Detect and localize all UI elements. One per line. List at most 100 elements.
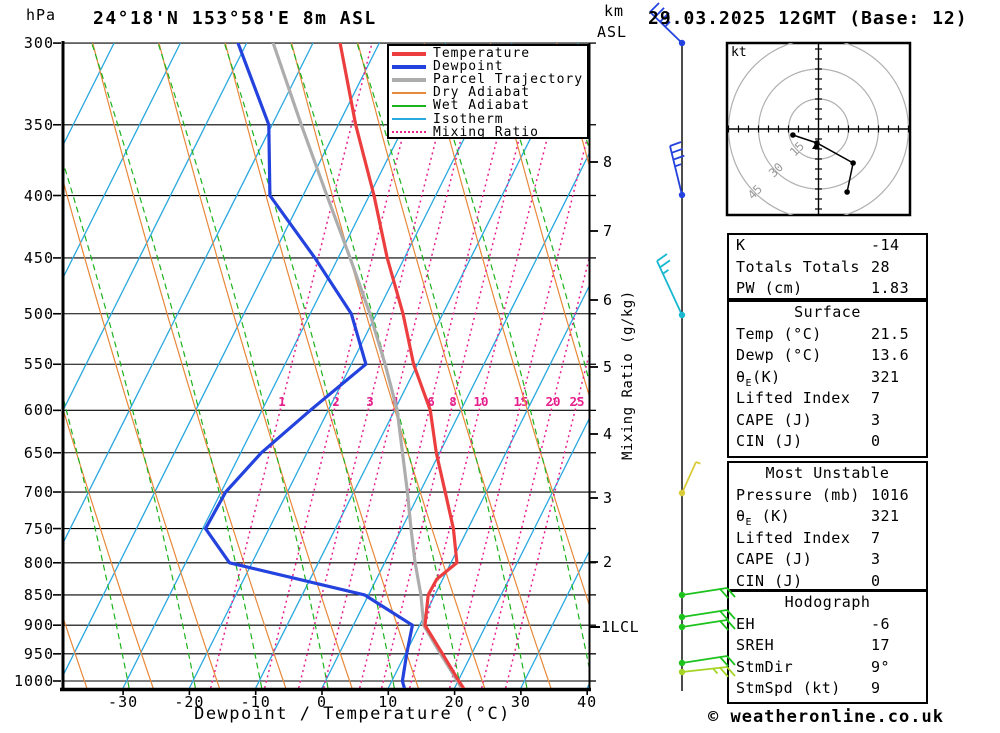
legend-item: Temperature <box>389 47 587 60</box>
hodograph-ring-label: 15 <box>787 139 808 160</box>
legend-label: Dry Adiabat <box>433 85 531 101</box>
km-tick-label: 5 <box>603 358 613 376</box>
pressure-tick-label: 300 <box>23 34 54 53</box>
legend-line-sample <box>392 131 426 134</box>
parameter-row: Totals Totals 28 <box>729 257 926 279</box>
wind-barb <box>678 461 701 497</box>
temperature-tick-label: 10 <box>378 693 399 711</box>
mixing-ratio-value-label: 3 <box>366 394 374 409</box>
mixing-ratio-axis-label: Mixing Ratio (g/kg) <box>620 290 636 460</box>
temperature-axis-label: Dewpoint / Temperature (°C) <box>194 704 511 724</box>
hodograph-ring-label: 45 <box>744 181 765 202</box>
parameter-row: Lifted Index 7 <box>729 388 926 410</box>
parameter-box: Most Unstable Pressure (mb) 1016 θE (K) 321 L… <box>727 461 928 591</box>
legend-label: Parcel Trajectory <box>433 72 584 88</box>
mixing-ratio-value-label: 10 <box>473 394 489 409</box>
pressure-tick-label: 400 <box>23 186 54 205</box>
parameter-label: CIN (J) <box>736 432 803 450</box>
hodograph-ring-label: 30 <box>766 160 787 181</box>
pressure-tick-label: 650 <box>23 443 54 462</box>
parameter-row: Lifted Index 7 <box>729 528 926 550</box>
mixing-ratio-value-label: 1 <box>278 394 286 409</box>
parameter-label: StmDir <box>736 657 794 676</box>
legend-item: Dry Adiabat <box>389 86 587 99</box>
temperature-curve <box>338 43 465 688</box>
legend-line-sample <box>392 77 426 82</box>
parameter-row: StmSpd (kt) 9 <box>729 678 926 700</box>
mixing-ratio-value-label: 4 <box>391 394 399 409</box>
parcel_trajectory-curve <box>271 43 463 688</box>
parameter-value: 28 <box>871 257 891 276</box>
km-tick-label: 2 <box>603 553 613 571</box>
parameter-section-header: Surface <box>794 303 861 321</box>
parameter-row: θE (K) 321 <box>729 506 926 528</box>
pressure-tick-label: 950 <box>23 644 54 663</box>
parameter-row: StmDir 9° <box>729 657 926 679</box>
parameter-row: CAPE (J) 3 <box>729 549 926 571</box>
pressure-tick-label: 750 <box>23 519 54 538</box>
parameter-row: K -14 <box>729 235 926 257</box>
legend-label: Mixing Ratio <box>433 124 539 140</box>
parameter-label: PW (cm) <box>736 279 803 297</box>
parameter-value: 9° <box>871 657 891 676</box>
parameter-label: Lifted Index <box>736 528 851 547</box>
temperature-tick-label: -10 <box>240 693 271 711</box>
pressure-tick-label: 850 <box>23 585 54 604</box>
parameter-row: Pressure (mb) 1016 <box>729 485 926 507</box>
mixing-ratio-value-label: 2 <box>332 394 340 409</box>
legend-line-sample <box>392 51 426 56</box>
legend-line-sample <box>392 118 426 121</box>
parameter-value: 0 <box>871 571 881 590</box>
mixing-ratio-value-label: 25 <box>569 394 585 409</box>
pressure-tick-label: 450 <box>23 248 54 267</box>
parameter-row: EH -6 <box>729 614 926 636</box>
parameter-label: K <box>736 236 746 254</box>
parameter-value: 3 <box>871 410 881 429</box>
parameter-label: Temp (°C) <box>736 324 822 343</box>
temperature-tick-label: 20 <box>444 693 465 711</box>
temperature-tick-label: 0 <box>316 693 328 711</box>
pressure-tick-label: 350 <box>23 115 54 134</box>
parameter-label: Pressure (mb) <box>736 485 860 504</box>
legend-item: Wet Adiabat <box>389 99 587 112</box>
legend-item: Isotherm <box>389 111 587 127</box>
copyright: © weatheronline.co.uk <box>708 707 944 727</box>
parameter-label: CAPE (J) <box>736 410 813 429</box>
run-datetime: 29.03.2025 12GMT (Base: 12) <box>648 8 968 29</box>
pressure-tick-label: 700 <box>23 483 54 501</box>
pressure-tick-label: 900 <box>23 616 54 635</box>
parameter-box: Hodograph EH -6 SREH 17 StmDir 9° StmSpd (kt) 9 <box>727 590 928 704</box>
parameter-row: PW (cm) 1.83 <box>729 278 926 300</box>
wind-barb <box>669 141 686 199</box>
legend-label: Temperature <box>433 46 531 62</box>
dewpoint-curve <box>203 43 414 688</box>
legend-line-sample <box>392 64 426 69</box>
parameter-row: CIN (J) 0 <box>729 571 926 593</box>
parameter-value: 9 <box>871 679 881 697</box>
legend-line-sample <box>392 104 426 107</box>
parameter-section-header: Most Unstable <box>765 464 890 482</box>
legend-item: Parcel Trajectory <box>389 73 587 86</box>
mixing-ratio-value-label: 20 <box>545 394 561 409</box>
legend-label: Dewpoint <box>433 59 504 75</box>
legend-label: Isotherm <box>433 111 504 127</box>
parameter-box: Surface Temp (°C) 21.5 Dewp (°C) 13.6 θE(K) 32… <box>727 300 928 458</box>
parameter-row: SREH 17 <box>729 635 926 657</box>
pressure-tick-label: 500 <box>23 304 54 323</box>
wind-barb <box>656 253 686 319</box>
km-tick-label: 8 <box>603 153 613 171</box>
km-axis-unit-label: km <box>604 2 625 20</box>
temperature-tick-label: 40 <box>577 693 598 711</box>
temperature-tick-label: 30 <box>510 693 531 711</box>
pressure-tick-label: 550 <box>23 355 54 374</box>
legend-label: Wet Adiabat <box>433 98 531 114</box>
temperature-tick-label: -20 <box>174 693 205 711</box>
pressure-axis-unit-label: hPa <box>26 6 57 24</box>
parameter-label: Totals Totals <box>736 257 860 276</box>
km-tick-label: 6 <box>603 291 613 309</box>
parameter-value: -6 <box>871 614 891 633</box>
legend: Temperature Dewpoint Parcel Trajectory Dry … <box>387 44 589 139</box>
parameter-label: CAPE (J) <box>736 550 813 568</box>
km-tick-label: 3 <box>603 489 613 507</box>
